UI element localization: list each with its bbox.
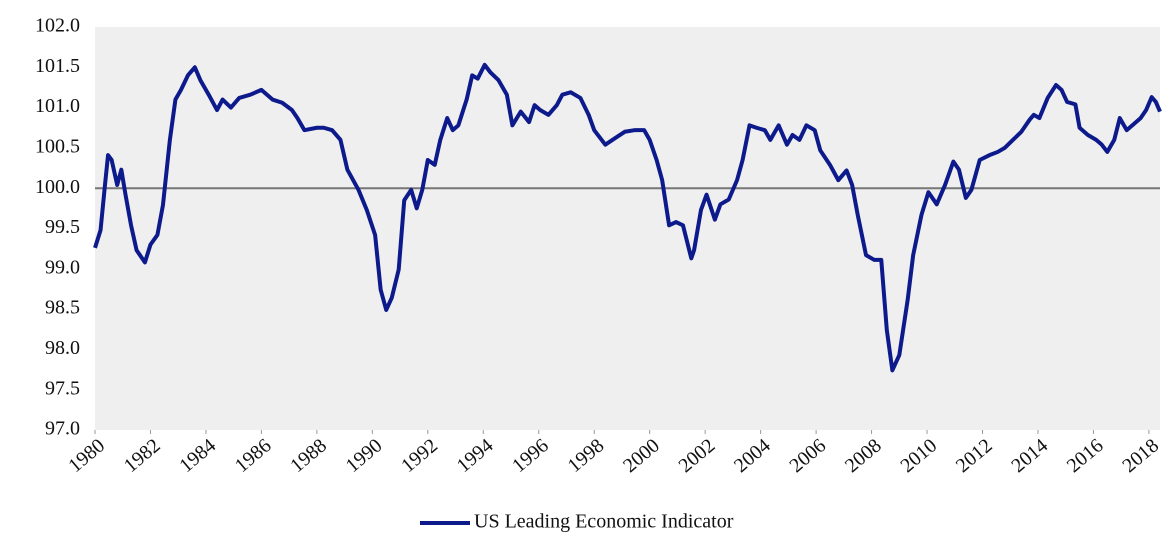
x-tick-label: 1982 <box>120 434 165 477</box>
y-tick-label: 99.5 <box>45 216 80 238</box>
y-tick-label: 97.5 <box>45 377 80 399</box>
y-tick-label: 97.0 <box>45 418 80 440</box>
x-tick-label: 1996 <box>508 434 553 477</box>
x-tick-label: 2008 <box>841 434 886 477</box>
y-tick-label: 98.5 <box>45 297 80 319</box>
x-tick-label: 2018 <box>1118 434 1163 477</box>
x-tick-label: 2006 <box>785 434 830 477</box>
x-tick-label: 1984 <box>175 434 220 477</box>
x-tick-label: 1990 <box>342 434 387 477</box>
x-tick-label: 1988 <box>286 434 331 477</box>
x-tick-label: 2012 <box>952 434 997 477</box>
x-tick-label: 1980 <box>64 434 109 477</box>
y-tick-label: 101.0 <box>35 95 80 117</box>
x-tick-label: 1994 <box>453 434 498 477</box>
y-tick-label: 101.5 <box>35 55 80 77</box>
x-tick-label: 2000 <box>619 434 664 477</box>
y-tick-label: 100.5 <box>35 135 80 157</box>
x-tick-label: 2010 <box>896 434 941 477</box>
x-tick-label: 2002 <box>675 434 720 477</box>
x-tick-label: 2014 <box>1007 434 1052 477</box>
x-tick-label: 2004 <box>730 434 775 477</box>
y-tick-label: 98.0 <box>45 337 80 359</box>
y-tick-label: 99.0 <box>45 256 80 278</box>
y-tick-label: 102.0 <box>35 15 80 37</box>
legend-label: US Leading Economic Indicator <box>474 511 734 533</box>
plot-area <box>95 27 1160 430</box>
y-tick-label: 100.0 <box>35 176 80 198</box>
x-tick-label: 2016 <box>1063 434 1108 477</box>
x-tick-label: 1986 <box>231 434 276 477</box>
x-tick-label: 1992 <box>397 434 442 477</box>
data-line <box>93 62 1162 373</box>
x-tick-label: 1998 <box>564 434 609 477</box>
